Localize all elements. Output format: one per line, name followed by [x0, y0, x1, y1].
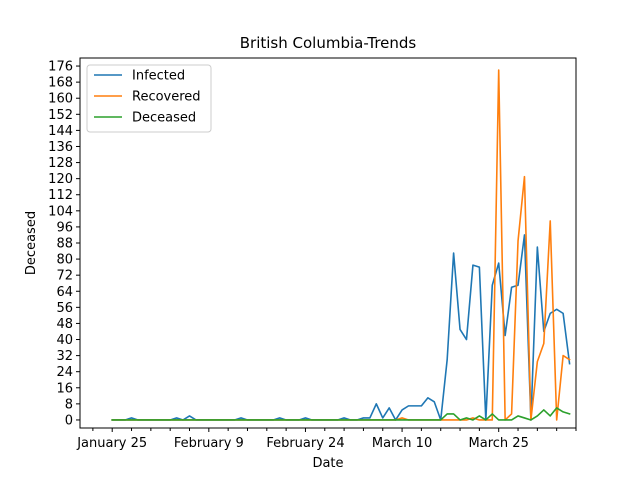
legend: Infected Recovered Deceased — [86, 64, 212, 133]
y-tick-label: 8 — [65, 397, 73, 412]
chart-title: British Columbia-Trends — [240, 34, 417, 52]
y-tick-label: 120 — [48, 172, 73, 187]
y-tick-label: 0 — [65, 413, 73, 428]
x-tick-label: February 9 — [174, 436, 244, 451]
y-tick-label: 64 — [56, 285, 73, 300]
series-lines — [111, 69, 571, 421]
series-line-deceased — [111, 407, 571, 421]
y-tick-label: 32 — [56, 349, 73, 364]
x-tick-label: March 25 — [469, 436, 529, 451]
legend-label-infected: Infected — [132, 69, 185, 84]
y-tick-label: 128 — [48, 156, 73, 171]
x-tick-label: February 24 — [266, 436, 344, 451]
y-tick-label: 144 — [48, 124, 73, 139]
y-tick-label: 24 — [56, 365, 73, 380]
y-tick-label: 16 — [56, 381, 73, 396]
y-tick-label: 40 — [56, 333, 73, 348]
series-line-infected — [111, 234, 571, 421]
y-tick-label: 104 — [48, 204, 73, 219]
y-tick-label: 56 — [56, 301, 73, 316]
x-tick-label: March 10 — [372, 436, 432, 451]
y-tick-label: 152 — [48, 108, 73, 123]
plot-frame — [79, 57, 577, 429]
y-axis: 0816243240485664728088961041121201281361… — [48, 60, 80, 428]
x-axis-title: Date — [312, 456, 343, 471]
y-tick-label: 88 — [56, 237, 73, 252]
x-axis: January 25 February 9 February 24 March 10 M… — [76, 428, 577, 451]
y-tick-label: 112 — [48, 188, 73, 203]
legend-label-recovered: Recovered — [132, 90, 201, 105]
y-axis-title: Deceased — [24, 211, 39, 275]
y-tick-label: 72 — [56, 269, 73, 284]
y-tick-label: 136 — [48, 140, 73, 155]
x-tick-label: January 25 — [76, 436, 147, 451]
y-tick-label: 160 — [48, 92, 73, 107]
y-tick-label: 96 — [56, 220, 73, 235]
y-tick-label: 168 — [48, 76, 73, 91]
y-tick-label: 80 — [56, 253, 73, 268]
legend-box — [86, 64, 212, 133]
y-tick-label: 176 — [48, 60, 73, 75]
legend-label-deceased: Deceased — [132, 111, 196, 126]
y-tick-label: 48 — [56, 317, 73, 332]
